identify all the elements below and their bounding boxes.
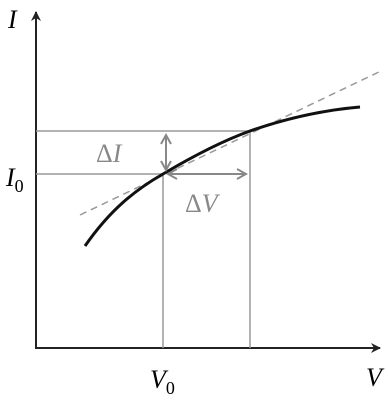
guides — [36, 130, 251, 348]
v0-main: V — [150, 365, 169, 394]
y-axis-label: I — [7, 5, 18, 34]
x-axis-label: V — [366, 363, 385, 392]
delta-v-label: ΔV — [185, 189, 221, 218]
v0-sub: 0 — [166, 378, 175, 398]
delta-i-symbol: Δ — [96, 139, 113, 168]
delta-v-var: V — [202, 189, 221, 218]
i0-main: I — [5, 163, 16, 192]
delta-i-var: I — [112, 139, 123, 168]
delta-i-label: ΔI — [96, 139, 123, 168]
tangent — [79, 69, 384, 216]
i0-label: I0 — [5, 163, 24, 196]
v0-label: V0 — [150, 365, 175, 398]
delta-v-symbol: Δ — [185, 189, 202, 218]
curve — [83, 105, 361, 247]
i0-sub: 0 — [15, 176, 24, 196]
